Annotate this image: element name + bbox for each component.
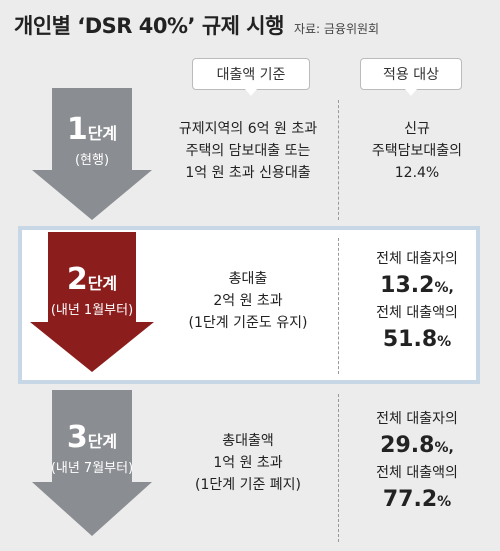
- stage-3-suffix: 단계: [87, 432, 118, 451]
- criteria-column-label: 대출액 기준: [216, 67, 286, 83]
- stage-3-label: 3단계 (내년 7월부터): [32, 420, 152, 476]
- stage-1-arrow: [32, 88, 152, 220]
- stage-2-suffix: 단계: [87, 274, 118, 293]
- stage-3-criteria-line: 1억 원 초과: [213, 455, 283, 471]
- stage-1-target-line: 12.4%: [394, 165, 440, 181]
- stage-3-target-line2: 전체 대출액의: [376, 465, 458, 481]
- divider-stage-1: [338, 100, 339, 220]
- stage-3-value2: 77.2: [382, 487, 438, 512]
- divider-stage-2: [338, 238, 339, 374]
- stage-3-criteria-line: 총대출액: [222, 433, 274, 449]
- stage-1-target-line: 신규: [404, 121, 430, 137]
- stage-3-target-line1: 전체 대출자의: [376, 411, 458, 427]
- stage-2-criteria-line: (1단계 기준도 유지): [188, 315, 308, 331]
- stage-2-value2: 51.8: [382, 327, 438, 352]
- stage-3-target: 전체 대출자의 29.8%, 전체 대출액의 77.2%: [342, 408, 492, 516]
- divider-stage-3: [338, 394, 339, 542]
- stage-2-arrow: [30, 232, 154, 372]
- stage-2-criteria-line: 총대출: [228, 271, 268, 287]
- stage-1-criteria: 규제지역의 6억 원 초과 주택의 담보대출 또는 1억 원 초과 신용대출: [160, 118, 336, 184]
- title-row: 개인별 ‘DSR 40%’ 규제 시행 자료: 금융위원회: [14, 10, 379, 46]
- stage-1-suffix: 단계: [87, 124, 118, 143]
- stage-2-number: 2: [66, 262, 88, 297]
- stage-2-criteria: 총대출 2억 원 초과 (1단계 기준도 유지): [160, 268, 336, 334]
- stage-1-target: 신규 주택담보대출의 12.4%: [342, 118, 492, 184]
- stage-2-target-line2: 전체 대출액의: [376, 305, 458, 321]
- page-title: 개인별 ‘DSR 40%’ 규제 시행: [14, 14, 284, 38]
- stage-2-period: (내년 1월부터): [50, 303, 134, 318]
- stage-3-value1: 29.8: [380, 433, 435, 458]
- stage-2-target: 전체 대출자의 13.2%, 전체 대출액의 51.8%: [342, 248, 492, 356]
- stage-2-unit1: %,: [434, 280, 454, 296]
- stage-1-criteria-line: 1억 원 초과 신용대출: [185, 165, 311, 181]
- source-label: 자료: 금융위원회: [293, 22, 380, 36]
- stage-3-unit1: %,: [434, 440, 454, 456]
- target-column-header: 적용 대상: [360, 58, 462, 96]
- stage-1-criteria-line: 규제지역의 6억 원 초과: [178, 121, 318, 137]
- stage-3-number: 3: [66, 420, 88, 455]
- stage-1-label: 1단계 (현행): [32, 112, 152, 168]
- stage-3-period: (내년 7월부터): [50, 461, 134, 476]
- stage-1-period: (현행): [74, 153, 110, 168]
- stage-2-target-line1: 전체 대출자의: [376, 251, 458, 267]
- stage-3-criteria-line: (1단계 기준 폐지): [194, 477, 301, 493]
- stage-1-number: 1: [66, 112, 88, 147]
- stage-2-label: 2단계 (내년 1월부터): [30, 262, 154, 318]
- target-column-label: 적용 대상: [383, 67, 439, 83]
- stage-3-criteria: 총대출액 1억 원 초과 (1단계 기준 폐지): [160, 430, 336, 496]
- stage-1-target-line: 주택담보대출의: [371, 143, 463, 159]
- stage-2-value1: 13.2: [380, 273, 435, 298]
- stage-2-unit2: %: [437, 334, 452, 350]
- criteria-column-header: 대출액 기준: [192, 58, 310, 96]
- stage-3-arrow: [32, 390, 152, 536]
- stage-1-criteria-line: 주택의 담보대출 또는: [185, 143, 311, 159]
- stage-2-criteria-line: 2억 원 초과: [213, 293, 283, 309]
- stage-3-unit2: %: [437, 494, 452, 510]
